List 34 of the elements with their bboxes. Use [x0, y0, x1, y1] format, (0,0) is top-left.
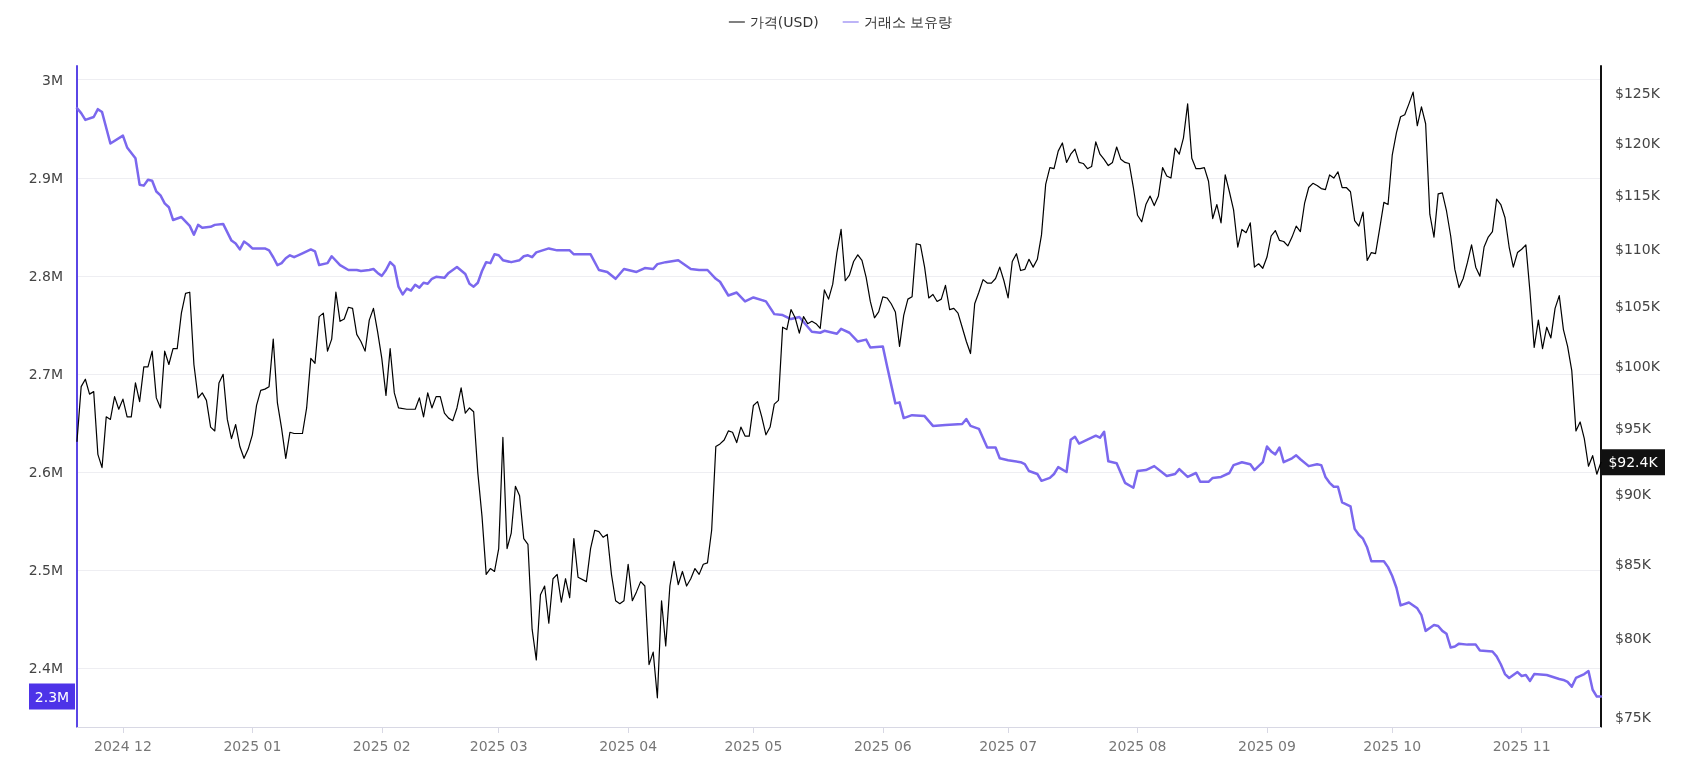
y2-tick-label: $85K: [1615, 556, 1652, 573]
y-tick-label: 2.7M: [28, 365, 63, 382]
text: 2.3M: [34, 688, 70, 705]
x-tick-label: 2025 10: [1363, 738, 1422, 754]
x-tick-label: 2024 12: [93, 738, 152, 754]
y2-tick-label: $125K: [1615, 85, 1661, 102]
y2-tick-label: $80K: [1615, 630, 1652, 647]
y2-tick-label: $105K: [1615, 298, 1661, 315]
x-tick-label: 2025 02: [352, 738, 411, 754]
x-tick-label: 2025 04: [599, 738, 658, 754]
y-tick-label: 2.6M: [28, 464, 63, 481]
y2-tick-label: $75K: [1615, 709, 1652, 726]
y2-tick-label: $95K: [1615, 420, 1652, 437]
x-tick-label: 2025 11: [1492, 738, 1551, 754]
y-tick-label: 3M: [42, 71, 63, 88]
x-tick-label: 2025 05: [724, 738, 783, 754]
y-tick-label: 2.4M: [28, 660, 63, 677]
x-tick-label: 2025 06: [853, 738, 912, 754]
y2-tick-label: $110K: [1615, 241, 1661, 258]
x-tick-label: 2025 03: [469, 738, 528, 754]
text: $92.4K: [1608, 454, 1659, 471]
x-tick-label: 2025 09: [1238, 738, 1296, 754]
x-tick-label: 2025 08: [1108, 738, 1167, 754]
y-tick-label: 2.5M: [28, 562, 63, 579]
legend-label: 거래소 보유량: [863, 14, 953, 30]
y2-tick-label: $90K: [1615, 486, 1652, 503]
y2-tick-label: $120K: [1615, 134, 1661, 151]
y-tick-label: 2.8M: [28, 267, 63, 284]
legend-label: 가격(USD): [749, 14, 819, 30]
y-tick-label: 2.9M: [28, 169, 63, 186]
x-tick-label: 2025 01: [223, 738, 282, 754]
y2-tick-label: $115K: [1615, 186, 1661, 203]
x-tick-label: 2025 07: [979, 738, 1038, 754]
y2-tick-label: $100K: [1615, 357, 1661, 374]
